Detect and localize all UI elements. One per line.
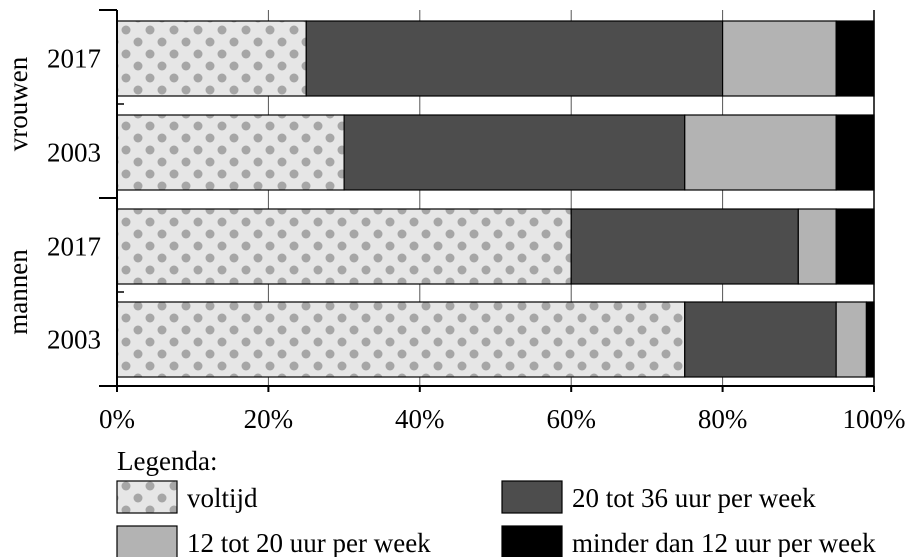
group-label: mannen [3,249,33,335]
legend-swatch [116,480,178,514]
bar-segment [721,20,837,97]
x-tick-label: 40% [395,404,445,434]
bar-segment [116,301,686,378]
bar-segment [116,114,345,191]
legend-swatch [501,480,563,514]
bar-segment [865,301,875,378]
bar-segment [684,114,837,191]
x-tick-label: 100% [843,404,906,434]
axes [99,9,875,392]
bar-segment [305,20,724,97]
x-tick-label: 0% [99,404,135,434]
category-label: 2003 [47,325,101,355]
bar-segment [835,114,875,191]
x-tick-label: 80% [698,404,748,434]
legend-entry-label: voltijd [187,483,258,513]
category-label: 2017 [47,44,101,74]
x-tick-label: 60% [546,404,596,434]
bar-segment [797,208,837,285]
category-label: 2017 [47,232,101,262]
legend-title: Legenda: [117,446,217,476]
legend-swatch [501,525,563,557]
bars [116,20,875,378]
bar-segment [684,301,837,378]
x-tick-label: 20% [244,404,294,434]
bar-segment [343,114,686,191]
legend: Legenda: voltijd 20 tot 36 uur per week 12 … [116,446,876,557]
bar-segment [835,301,868,378]
bar-segment [570,208,799,285]
bar-segment [116,208,572,285]
bar-segment [116,20,307,97]
category-label: 2003 [47,138,101,168]
legend-entry-label: minder dan 12 uur per week [572,528,876,557]
legend-entry-label: 12 tot 20 uur per week [187,528,431,557]
labels: 0% 20% 40% 60% 80% 100% 2017 2003 2017 2003 vrouwe… [3,44,906,435]
legend-entry-label: 20 tot 36 uur per week [572,483,816,513]
bar-segment [835,208,875,285]
legend-swatch [116,525,178,557]
bar-segment [835,20,875,97]
group-label: vrouwen [3,56,33,151]
